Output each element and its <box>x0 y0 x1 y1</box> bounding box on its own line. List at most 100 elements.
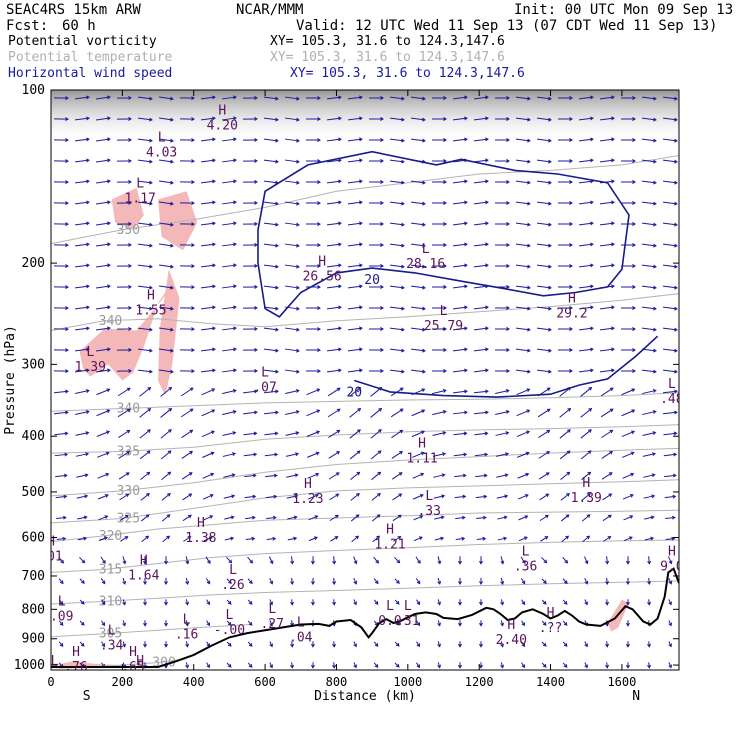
wind-vector-head <box>274 138 279 143</box>
wind-vector <box>122 556 126 564</box>
wind-vector-head <box>673 431 678 436</box>
wind-vector <box>287 537 297 541</box>
wind-vector-head <box>458 664 462 669</box>
wind-vector-head <box>378 407 383 412</box>
wind-vector-head <box>232 179 237 184</box>
wind-vector-head <box>546 451 551 455</box>
wind-vector-head <box>65 306 69 311</box>
upper-shading <box>51 90 679 145</box>
wind-vector <box>602 514 612 522</box>
wind-vector <box>578 327 594 331</box>
wind-vector-head <box>632 348 636 352</box>
wind-vector-head <box>565 535 570 540</box>
wind-vector-head <box>353 643 357 648</box>
wind-vector <box>202 452 214 458</box>
wind-vector-head <box>484 242 489 247</box>
wind-vector-head <box>249 559 254 564</box>
wind-vector-head <box>673 117 678 122</box>
wind-vector-head <box>484 326 489 331</box>
wind-vector-head <box>547 201 552 206</box>
wind-vector-head <box>169 243 174 248</box>
wind-vector <box>264 453 278 457</box>
wind-vector <box>515 306 531 310</box>
wind-vector-head <box>652 452 657 457</box>
wind-vector <box>389 327 405 331</box>
pv-extremum-marker-8: L <box>440 304 448 319</box>
wind-vector <box>74 306 90 310</box>
wind-vector <box>205 556 211 564</box>
wind-vector-head <box>484 179 489 184</box>
pv-extremum-value-22: .27 <box>260 617 283 632</box>
wind-vector-head <box>632 96 636 100</box>
wind-vector-head <box>400 285 405 290</box>
wind-vector <box>389 180 405 184</box>
wind-vector-head <box>505 431 510 435</box>
wind-vector <box>536 348 552 352</box>
wind-vector-head <box>500 664 505 669</box>
pv-extremum-value-20: 9.0 <box>660 559 683 574</box>
wind-vector <box>453 411 467 415</box>
wind-vector-head <box>295 117 300 122</box>
wind-vector-head <box>59 580 64 585</box>
wind-vector <box>161 471 171 481</box>
wind-vector <box>137 348 153 352</box>
wind-vector <box>475 495 487 499</box>
wind-vector <box>641 138 657 142</box>
wind-vector-head <box>463 452 468 457</box>
wind-vector-head <box>317 222 321 227</box>
wind-vector <box>291 556 293 564</box>
wind-vector <box>326 180 342 184</box>
pv-extremum-value-33: 2.07 <box>125 669 156 684</box>
wind-vector-head <box>254 116 258 121</box>
wind-vector <box>203 536 213 542</box>
wind-vector-head <box>668 601 672 606</box>
pv-extremum-marker-34: L <box>51 654 59 669</box>
wind-vector-head <box>311 643 315 648</box>
wind-vector <box>599 96 615 100</box>
wind-vector <box>410 369 426 373</box>
wind-vector-head <box>673 243 678 248</box>
wind-vector-head <box>416 664 421 669</box>
wind-vector <box>74 222 90 226</box>
wind-vector <box>518 536 528 542</box>
wind-vector-head <box>504 494 509 499</box>
wind-vector-head <box>294 473 299 478</box>
wind-vector-head <box>167 492 171 497</box>
wind-vector-head <box>652 117 657 122</box>
wind-vector <box>434 516 444 520</box>
wind-vector-head <box>337 200 342 205</box>
wind-vector-head <box>206 664 210 669</box>
wind-vector-head <box>355 514 360 518</box>
wind-vector <box>74 201 90 205</box>
wind-vector-head <box>212 284 216 289</box>
wind-vector <box>137 243 153 247</box>
wind-vector-head <box>83 536 88 541</box>
wind-vector-head <box>65 96 69 101</box>
wind-vector <box>515 201 531 205</box>
wind-vector-head <box>274 243 279 248</box>
wind-vector-head <box>125 493 130 498</box>
wind-vector <box>74 285 90 289</box>
wind-vector <box>158 159 174 163</box>
wind-vector <box>117 408 131 418</box>
wind-vector-head <box>149 96 153 101</box>
wind-vector <box>74 159 90 163</box>
wind-vector-head <box>525 472 530 477</box>
pv-extremum-value-28: .?? <box>539 621 562 636</box>
wind-vector-head <box>102 560 106 564</box>
wind-vector-head <box>358 347 363 352</box>
pv-extremum-value-1: 1.17 <box>125 191 156 206</box>
wind-vector-head <box>605 560 610 565</box>
wind-vector-head <box>65 117 69 122</box>
wind-vector-head <box>479 581 483 586</box>
wind-vector <box>623 536 633 542</box>
wind-vector <box>515 117 531 121</box>
y-tick-label-7: 800 <box>22 602 45 617</box>
wind-vector-head <box>128 158 132 163</box>
wind-vector <box>284 327 300 331</box>
wind-vector <box>371 493 381 501</box>
wind-vector-head <box>463 179 468 184</box>
wind-vector-head <box>169 201 174 206</box>
wind-vector <box>200 327 216 331</box>
wind-vector-head <box>526 243 531 248</box>
